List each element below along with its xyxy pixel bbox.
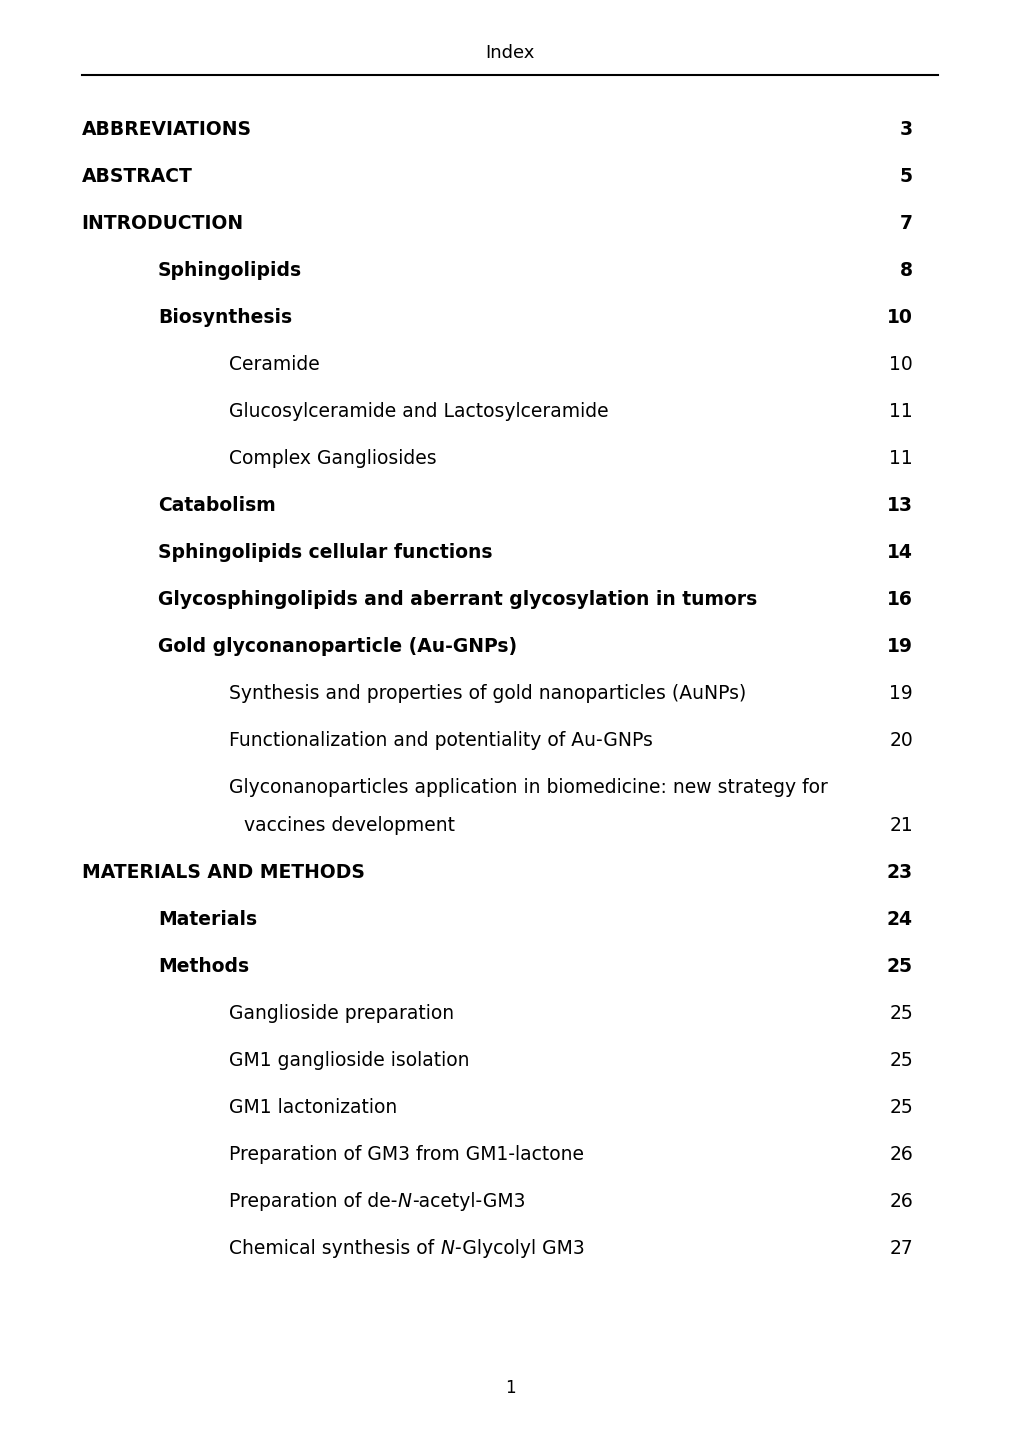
Text: 1: 1 — [504, 1380, 515, 1397]
Text: 7: 7 — [899, 214, 912, 232]
Text: Chemical synthesis of: Chemical synthesis of — [229, 1240, 440, 1258]
Text: 25: 25 — [887, 957, 912, 975]
Text: 26: 26 — [889, 1144, 912, 1165]
Text: 5: 5 — [899, 167, 912, 186]
Text: 19: 19 — [889, 684, 912, 703]
Text: Synthesis and properties of gold nanoparticles (AuNPs): Synthesis and properties of gold nanopar… — [229, 684, 746, 703]
Text: Ceramide: Ceramide — [229, 355, 320, 374]
Text: MATERIALS AND METHODS: MATERIALS AND METHODS — [82, 863, 364, 882]
Text: 3: 3 — [899, 120, 912, 139]
Text: Materials: Materials — [158, 911, 257, 929]
Text: 14: 14 — [887, 543, 912, 561]
Text: Preparation of de-: Preparation of de- — [229, 1192, 397, 1211]
Text: ABSTRACT: ABSTRACT — [82, 167, 193, 186]
Text: 16: 16 — [887, 590, 912, 609]
Text: GM1 lactonization: GM1 lactonization — [229, 1098, 397, 1117]
Text: Glyconanoparticles application in biomedicine: new strategy for: Glyconanoparticles application in biomed… — [229, 778, 827, 797]
Text: 10: 10 — [889, 355, 912, 374]
Text: -acetyl-GM3: -acetyl-GM3 — [412, 1192, 525, 1211]
Text: 8: 8 — [899, 261, 912, 280]
Text: vaccines development: vaccines development — [245, 815, 455, 835]
Text: N: N — [397, 1192, 412, 1211]
Text: 24: 24 — [887, 911, 912, 929]
Text: 13: 13 — [887, 496, 912, 515]
Text: Preparation of GM3 from GM1-lactone: Preparation of GM3 from GM1-lactone — [229, 1144, 584, 1165]
Text: Gold glyconanoparticle (Au-GNPs): Gold glyconanoparticle (Au-GNPs) — [158, 636, 517, 657]
Text: GM1 ganglioside isolation: GM1 ganglioside isolation — [229, 1051, 470, 1071]
Text: ABBREVIATIONS: ABBREVIATIONS — [82, 120, 252, 139]
Text: Catabolism: Catabolism — [158, 496, 275, 515]
Text: N: N — [440, 1240, 454, 1258]
Text: Ganglioside preparation: Ganglioside preparation — [229, 1004, 454, 1023]
Text: 20: 20 — [889, 732, 912, 750]
Text: Sphingolipids: Sphingolipids — [158, 261, 302, 280]
Text: 21: 21 — [889, 815, 912, 835]
Text: Functionalization and potentiality of Au-GNPs: Functionalization and potentiality of Au… — [229, 732, 653, 750]
Text: Methods: Methods — [158, 957, 249, 975]
Text: 25: 25 — [889, 1051, 912, 1071]
Text: Biosynthesis: Biosynthesis — [158, 307, 291, 328]
Text: 26: 26 — [889, 1192, 912, 1211]
Text: 27: 27 — [889, 1240, 912, 1258]
Text: 23: 23 — [886, 863, 912, 882]
Text: Sphingolipids cellular functions: Sphingolipids cellular functions — [158, 543, 492, 561]
Text: Glycosphingolipids and aberrant glycosylation in tumors: Glycosphingolipids and aberrant glycosyl… — [158, 590, 756, 609]
Text: 25: 25 — [889, 1098, 912, 1117]
Text: Index: Index — [485, 43, 534, 62]
Text: 25: 25 — [889, 1004, 912, 1023]
Text: 11: 11 — [889, 449, 912, 468]
Text: Glucosylceramide and Lactosylceramide: Glucosylceramide and Lactosylceramide — [229, 403, 608, 421]
Text: 11: 11 — [889, 403, 912, 421]
Text: -Glycolyl GM3: -Glycolyl GM3 — [454, 1240, 584, 1258]
Text: Complex Gangliosides: Complex Gangliosides — [229, 449, 437, 468]
Text: 10: 10 — [887, 307, 912, 328]
Text: 19: 19 — [887, 636, 912, 657]
Text: INTRODUCTION: INTRODUCTION — [82, 214, 244, 232]
